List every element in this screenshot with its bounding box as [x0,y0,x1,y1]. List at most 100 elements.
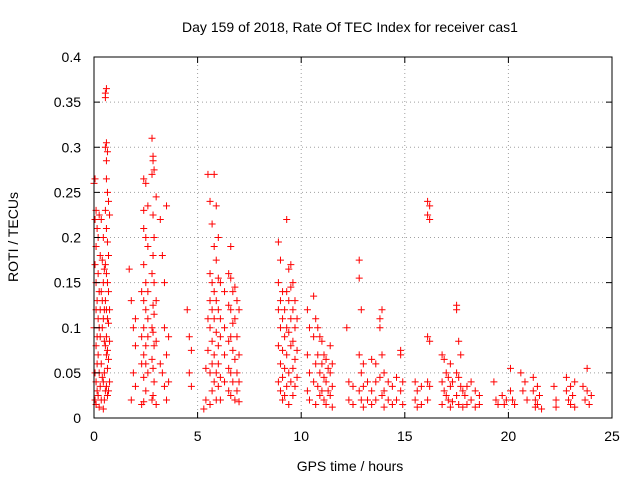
data-point [314,382,322,390]
data-point [343,324,351,332]
x-tick-label: 5 [194,428,202,444]
data-point [102,351,110,359]
data-point [106,211,114,219]
data-point [357,306,365,314]
y-tick-label: 0.05 [54,365,81,381]
data-point [440,387,448,395]
data-point [320,351,328,359]
data-point [446,382,454,390]
data-point [138,333,146,341]
data-point [233,387,241,395]
data-point [101,206,109,214]
data-point [227,391,235,399]
data-point [97,288,105,296]
data-point [509,396,517,404]
data-point [523,396,531,404]
data-point [533,400,541,408]
data-point [274,306,282,314]
data-point [105,252,113,260]
data-point [140,224,148,232]
data-point [463,400,471,408]
data-point [279,373,287,381]
y-tick-label: 0.3 [62,139,82,155]
data-point [380,387,388,395]
data-point [426,337,434,345]
data-point [158,369,166,377]
data-point [285,369,293,377]
data-point [160,382,168,390]
data-point [206,197,214,205]
data-point [214,382,222,390]
data-point [183,306,191,314]
data-point [210,288,218,296]
data-point [285,297,293,305]
grid-lines [94,57,612,418]
data-point [150,342,158,350]
data-point [225,301,233,309]
data-point [91,175,99,183]
data-point [368,400,376,408]
data-point [101,297,109,305]
data-point [552,396,560,404]
data-point [163,396,171,404]
data-point [140,175,148,183]
data-point [103,188,111,196]
data-point [303,387,311,395]
data-point [91,261,99,269]
data-point [150,166,158,174]
data-point [349,400,357,408]
data-point [221,288,229,296]
data-point [204,170,212,178]
data-point [326,342,334,350]
data-point [102,157,110,165]
data-point [426,215,434,223]
data-point [185,369,193,377]
data-point [328,360,336,368]
data-point [442,369,450,377]
data-point [324,364,332,372]
data-point [287,378,295,386]
data-point [448,398,456,406]
data-point [148,396,156,404]
data-point [235,351,243,359]
data-point [438,400,446,408]
data-point [148,170,156,178]
data-point [316,369,324,377]
data-point [506,387,514,395]
data-point [214,274,222,282]
data-point [535,391,543,399]
data-point [305,369,313,377]
data-point [103,238,111,246]
data-point [208,279,216,287]
data-point [459,403,467,411]
x-tick-label: 0 [90,428,98,444]
data-point [287,315,295,323]
data-point [101,342,109,350]
y-tick-label: 0.25 [54,184,81,200]
data-point [142,306,150,314]
data-point [279,315,287,323]
data-point [378,306,386,314]
data-point [310,378,318,386]
data-point [384,378,392,386]
data-point [221,351,229,359]
data-point [471,387,479,395]
data-point [202,364,210,372]
data-point [310,333,318,341]
data-point [457,382,465,390]
data-point [426,382,434,390]
data-point [291,382,299,390]
data-point [355,387,363,395]
x-tick-label: 20 [501,428,517,444]
data-point [187,346,195,354]
data-point [585,400,593,408]
data-point [212,256,220,264]
data-point [463,382,471,390]
data-point [550,382,558,390]
data-point [212,202,220,210]
data-point [212,297,220,305]
data-point [368,355,376,363]
data-point [148,324,156,332]
data-point [94,270,102,278]
data-point [364,378,372,386]
